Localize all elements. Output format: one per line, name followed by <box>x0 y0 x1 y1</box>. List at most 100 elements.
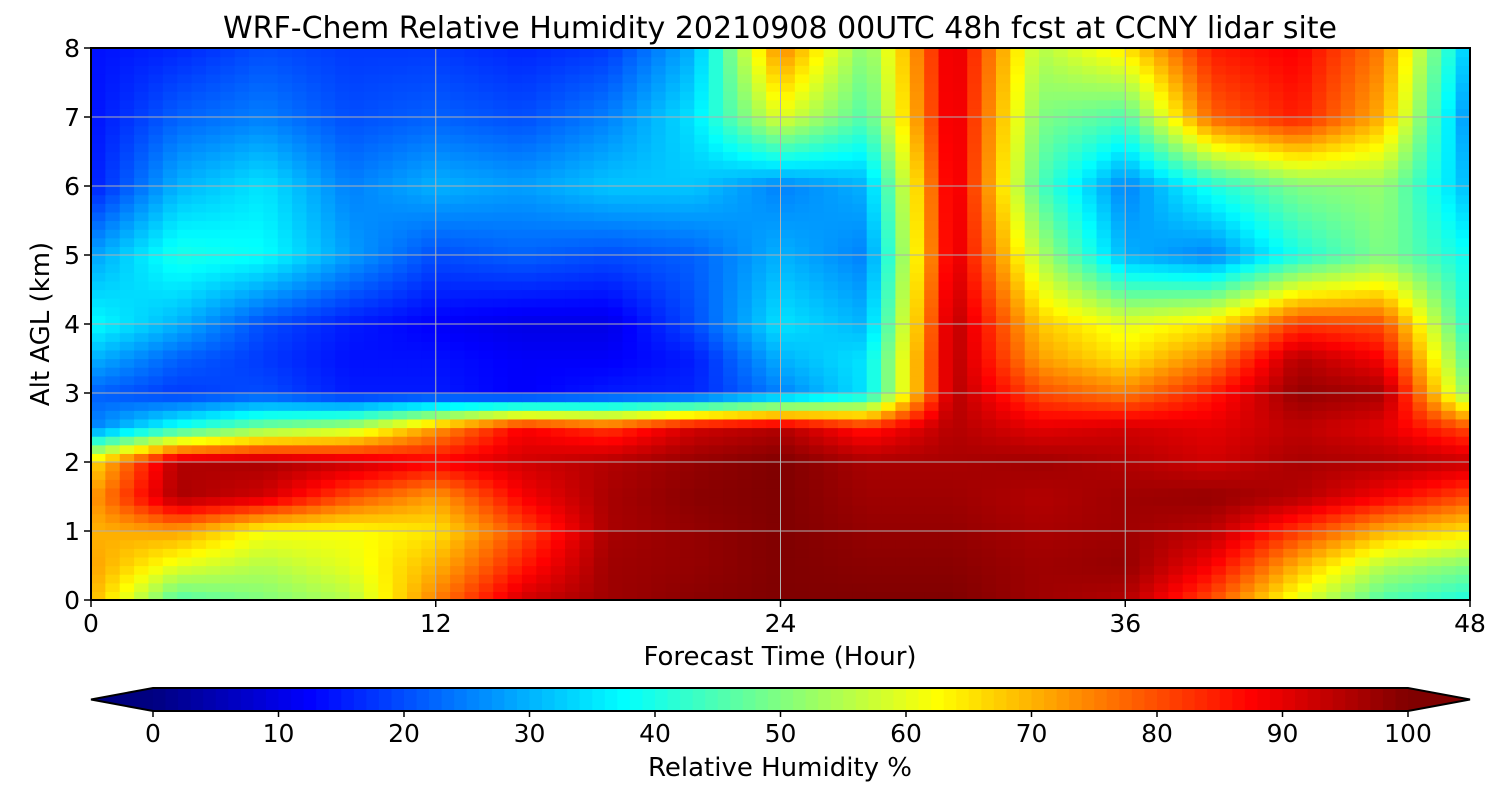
heatmap-cell <box>1441 556 1457 567</box>
heatmap-cell <box>952 349 968 360</box>
heatmap-cell <box>737 229 753 239</box>
heatmap-cell <box>507 349 523 360</box>
heatmap-cell <box>751 591 767 600</box>
heatmap-cell <box>148 315 164 325</box>
heatmap-cell <box>205 272 221 282</box>
heatmap-cell <box>1139 470 1155 480</box>
heatmap-cell <box>794 229 810 239</box>
heatmap-cell <box>1283 315 1299 325</box>
heatmap-cell <box>780 306 796 316</box>
heatmap-cell <box>1082 591 1098 600</box>
heatmap-cell <box>1082 211 1098 222</box>
heatmap-cell <box>1297 591 1313 600</box>
heatmap-cell <box>378 246 394 256</box>
heatmap-cell <box>1340 246 1356 256</box>
heatmap-cell <box>306 306 322 316</box>
heatmap-cell <box>1039 393 1055 403</box>
heatmap-cell <box>766 349 782 360</box>
heatmap-cell <box>1383 479 1399 489</box>
heatmap-cell <box>737 427 753 437</box>
heatmap-cell <box>363 384 379 394</box>
heatmap-cell <box>1383 410 1399 420</box>
heatmap-cell <box>335 548 351 558</box>
heatmap-cell <box>277 280 293 291</box>
heatmap-cell <box>1039 479 1055 489</box>
heatmap-cell <box>723 444 738 454</box>
heatmap-cell <box>320 453 336 463</box>
heatmap-cell <box>119 160 135 170</box>
heatmap-cell <box>895 548 911 558</box>
heatmap-cell <box>292 289 308 299</box>
heatmap-cell <box>780 315 796 325</box>
heatmap-cell <box>91 341 106 351</box>
heatmap-cell <box>679 522 695 532</box>
heatmap-cell <box>1125 246 1141 256</box>
heatmap-cell <box>392 505 408 515</box>
heatmap-cell <box>579 263 595 273</box>
heatmap-cell <box>1225 470 1241 480</box>
heatmap-cell <box>651 556 667 567</box>
heatmap-cell <box>766 393 782 403</box>
heatmap-cell <box>234 306 250 316</box>
heatmap-cell <box>1383 358 1399 368</box>
heatmap-cell <box>981 280 997 291</box>
heatmap-cell <box>723 393 738 403</box>
heatmap-cell <box>723 341 738 351</box>
heatmap-cell <box>177 315 193 325</box>
heatmap-cell <box>162 591 178 600</box>
heatmap-cell <box>866 237 882 247</box>
heatmap-cell <box>478 194 494 204</box>
heatmap-cell <box>363 220 379 230</box>
heatmap-cell <box>177 151 193 161</box>
heatmap-cell <box>205 591 221 600</box>
heatmap-cell <box>737 315 753 325</box>
heatmap-cell <box>134 496 150 506</box>
heatmap-cell <box>938 220 954 230</box>
heatmap-cell <box>1426 194 1442 204</box>
heatmap-cell <box>1283 505 1299 515</box>
heatmap-cell <box>809 324 825 334</box>
heatmap-cell <box>306 151 322 161</box>
heatmap-cell <box>1067 548 1083 558</box>
heatmap-cell <box>924 436 940 446</box>
heatmap-cell <box>1182 418 1198 429</box>
heatmap-cell <box>1412 289 1428 299</box>
heatmap-cell <box>521 280 537 291</box>
heatmap-cell <box>1153 462 1169 472</box>
heatmap-cell <box>1441 211 1457 222</box>
heatmap-cell <box>277 505 293 515</box>
heatmap-cell <box>737 332 753 342</box>
heatmap-cell <box>450 556 466 567</box>
heatmap-cell <box>665 384 681 394</box>
heatmap-cell <box>1225 574 1241 584</box>
heatmap-cell <box>852 522 868 532</box>
heatmap-cell <box>837 565 853 575</box>
heatmap-cell <box>1125 255 1141 265</box>
heatmap-cell <box>1125 531 1141 541</box>
heatmap-cell <box>967 220 983 230</box>
heatmap-cell <box>967 531 983 541</box>
heatmap-cell <box>378 229 394 239</box>
heatmap-cell <box>866 272 882 282</box>
heatmap-cell <box>1369 531 1385 541</box>
heatmap-cell <box>306 453 322 463</box>
heatmap-cell <box>1311 513 1327 523</box>
heatmap-cell <box>708 160 724 170</box>
heatmap-cell <box>837 427 853 437</box>
heatmap-cell <box>780 487 796 498</box>
heatmap-cell <box>105 556 121 567</box>
heatmap-cell <box>1024 220 1040 230</box>
heatmap-cell <box>895 315 911 325</box>
heatmap-cell <box>823 263 839 273</box>
heatmap-cell <box>665 280 681 291</box>
heatmap-cell <box>134 591 150 600</box>
heatmap-cell <box>651 505 667 515</box>
heatmap-cell <box>1340 375 1356 385</box>
heatmap-cell <box>1182 513 1198 523</box>
heatmap-cell <box>148 298 164 308</box>
heatmap-cell <box>895 462 911 472</box>
heatmap-cell <box>1053 427 1069 437</box>
heatmap-cell <box>292 375 308 385</box>
heatmap-cell <box>924 272 940 282</box>
heatmap-cell <box>450 591 466 600</box>
